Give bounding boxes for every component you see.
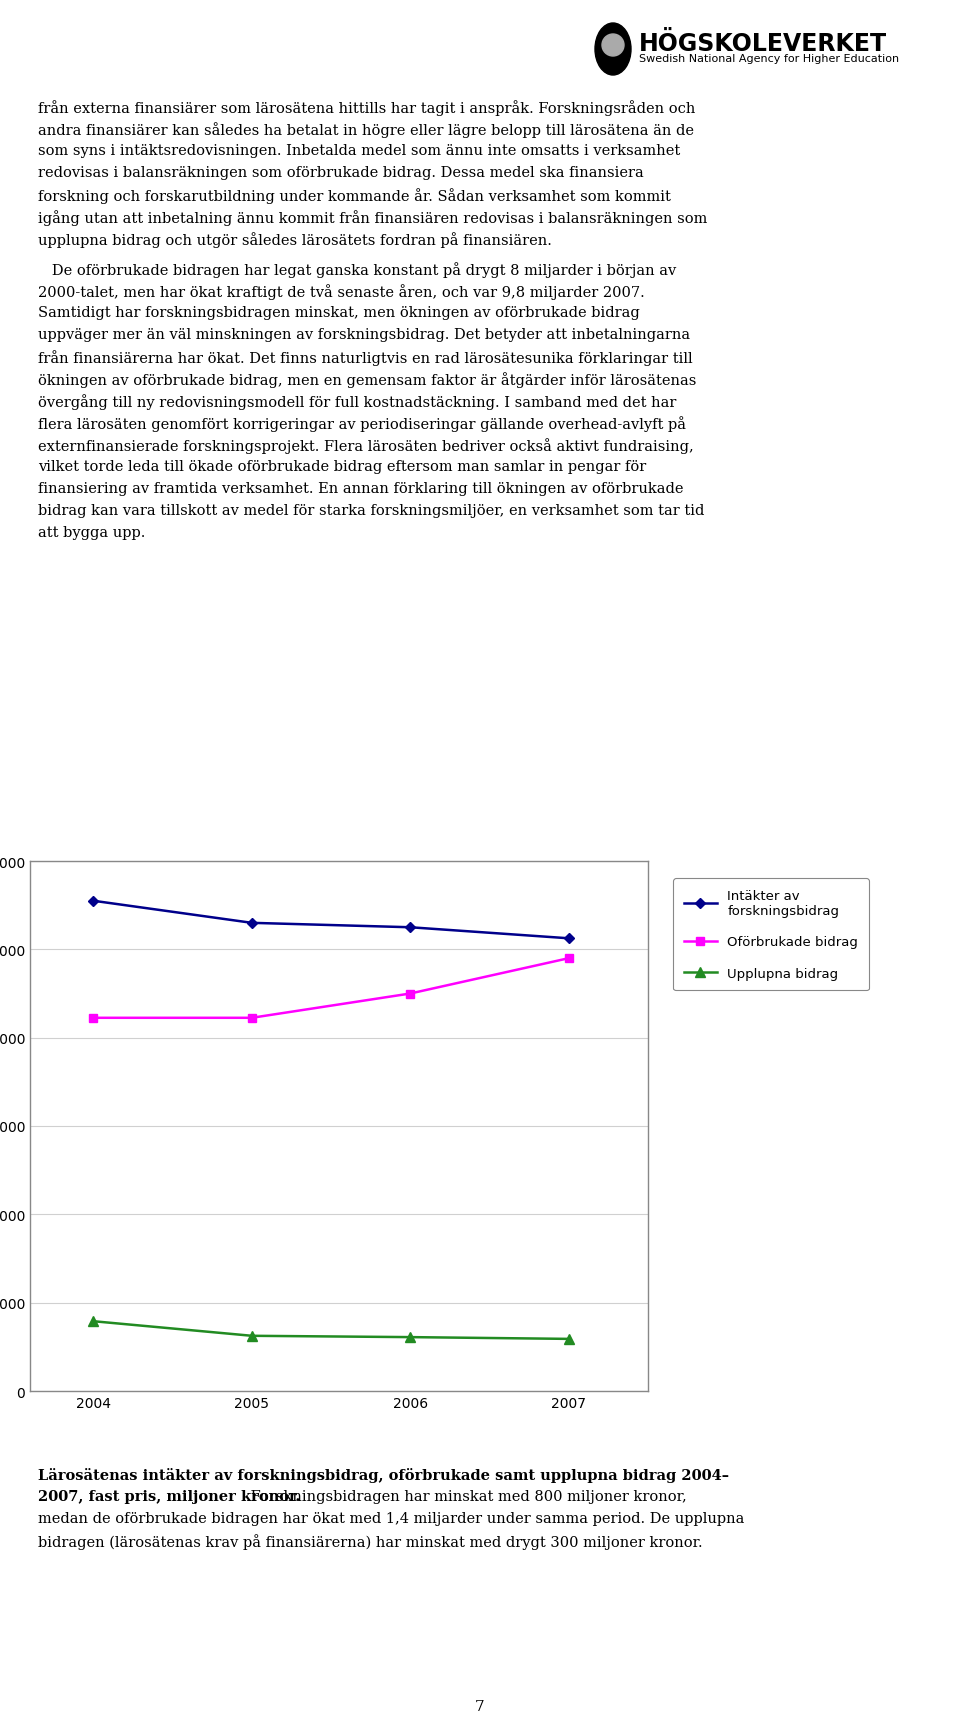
Text: att bygga upp.: att bygga upp.: [38, 527, 145, 540]
Text: redovisas i balansräkningen som oförbrukade bidrag. Dessa medel ska finansiera: redovisas i balansräkningen som oförbruk…: [38, 166, 644, 180]
Text: Samtidigt har forskningsbidragen minskat, men ökningen av oförbrukade bidrag: Samtidigt har forskningsbidragen minskat…: [38, 307, 639, 320]
Text: Lärosätenas intäkter av forskningsbidrag, oförbrukade samt upplupna bidrag 2004–: Lärosätenas intäkter av forskningsbidrag…: [38, 1467, 729, 1483]
Text: igång utan att inbetalning ännu kommit från finansiären redovisas i balansräknin: igång utan att inbetalning ännu kommit f…: [38, 210, 708, 225]
Text: bidragen (lärosätenas krav på finansiärerna) har minskat med drygt 300 miljoner : bidragen (lärosätenas krav på finansiäre…: [38, 1533, 703, 1548]
Text: medan de oförbrukade bidragen har ökat med 1,4 miljarder under samma period. De : medan de oförbrukade bidragen har ökat m…: [38, 1510, 744, 1526]
Text: uppväger mer än väl minskningen av forskningsbidrag. Det betyder att inbetalning: uppväger mer än väl minskningen av forsk…: [38, 327, 690, 341]
Text: som syns i intäktsredovisningen. Inbetalda medel som ännu inte omsatts i verksam: som syns i intäktsredovisningen. Inbetal…: [38, 144, 681, 158]
Text: andra finansiärer kan således ha betalat in högre eller lägre belopp till lärosä: andra finansiärer kan således ha betalat…: [38, 121, 694, 139]
Text: Swedish National Agency for Higher Education: Swedish National Agency for Higher Educa…: [639, 54, 900, 64]
Text: 2000-talet, men har ökat kraftigt de två senaste åren, och var 9,8 miljarder 200: 2000-talet, men har ökat kraftigt de två…: [38, 284, 645, 300]
Text: finansiering av framtida verksamhet. En annan förklaring till ökningen av oförbr: finansiering av framtida verksamhet. En …: [38, 481, 684, 495]
Text: 7: 7: [475, 1699, 485, 1713]
Text: externfinansierade forskningsprojekt. Flera lärosäten bedriver också aktivt fund: externfinansierade forskningsprojekt. Fl…: [38, 438, 694, 454]
Text: Forskningsbidragen har minskat med 800 miljoner kronor,: Forskningsbidragen har minskat med 800 m…: [246, 1490, 686, 1503]
Text: övergång till ny redovisningsmodell för full kostnadstäckning. I samband med det: övergång till ny redovisningsmodell för …: [38, 393, 677, 410]
Text: från externa finansiärer som lärosätena hittills har tagit i anspråk. Forsknings: från externa finansiärer som lärosätena …: [38, 100, 695, 116]
Text: flera lärosäten genomfört korrigeringar av periodiseringar gällande overhead-avl: flera lärosäten genomfört korrigeringar …: [38, 416, 686, 431]
Legend: Intäkter av
forskningsbidrag, Oförbrukade bidrag, Upplupna bidrag: Intäkter av forskningsbidrag, Oförbrukad…: [673, 878, 869, 991]
Text: 2007, fast pris, miljoner kronor.: 2007, fast pris, miljoner kronor.: [38, 1490, 300, 1503]
Text: ökningen av oförbrukade bidrag, men en gemensam faktor är åtgärder inför lärosät: ökningen av oförbrukade bidrag, men en g…: [38, 372, 696, 388]
Circle shape: [602, 35, 624, 57]
Text: forskning och forskarutbildning under kommande år. Sådan verksamhet som kommit: forskning och forskarutbildning under ko…: [38, 187, 671, 204]
Text: HÖGSKOLEVERKET: HÖGSKOLEVERKET: [639, 31, 887, 55]
Text: De oförbrukade bidragen har legat ganska konstant på drygt 8 miljarder i början : De oförbrukade bidragen har legat ganska…: [38, 262, 676, 277]
Text: vilket torde leda till ökade oförbrukade bidrag eftersom man samlar in pengar fö: vilket torde leda till ökade oförbrukade…: [38, 459, 646, 475]
Text: upplupna bidrag och utgör således lärosätets fordran på finansiären.: upplupna bidrag och utgör således lärosä…: [38, 232, 552, 248]
Ellipse shape: [595, 24, 631, 76]
Text: från finansiärerna har ökat. Det finns naturligtvis en rad lärosätesunika förkla: från finansiärerna har ökat. Det finns n…: [38, 350, 692, 365]
Text: bidrag kan vara tillskott av medel för starka forskningsmiljöer, en verksamhet s: bidrag kan vara tillskott av medel för s…: [38, 504, 705, 518]
